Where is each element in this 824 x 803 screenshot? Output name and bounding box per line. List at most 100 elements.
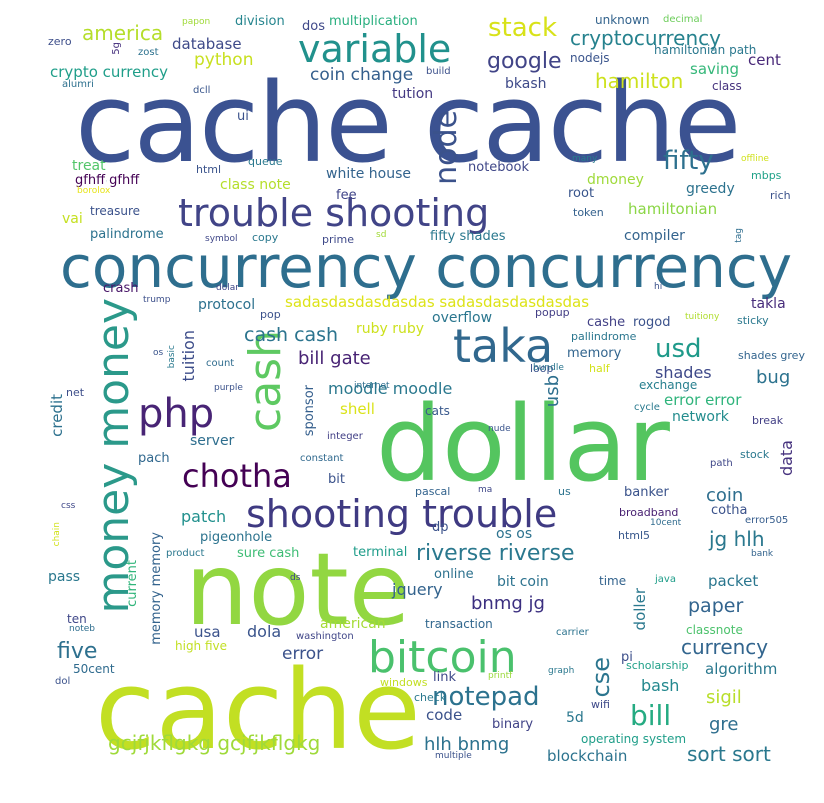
word: offline xyxy=(741,154,769,164)
word: five xyxy=(57,639,98,664)
word: time xyxy=(599,574,627,588)
word: online xyxy=(434,567,474,582)
word: tuitiony xyxy=(685,312,720,322)
word: hamiltonian path xyxy=(654,43,757,57)
word: pi xyxy=(621,650,633,665)
word: usa xyxy=(194,623,221,641)
word: gcjfjkflgkg gcjfjkflgkg xyxy=(108,731,321,755)
word: bank xyxy=(751,549,774,559)
word: rogod xyxy=(633,315,671,330)
word: integer xyxy=(327,431,363,442)
word: code xyxy=(426,706,463,724)
word: link xyxy=(433,670,456,685)
word: credit xyxy=(48,394,66,437)
word: currency xyxy=(681,635,769,659)
word: hlh bnmg xyxy=(424,734,510,755)
word: scholarship xyxy=(626,659,689,672)
word: internet xyxy=(354,381,390,391)
word: compiler xyxy=(624,228,685,244)
word: prime xyxy=(322,233,355,246)
word: multiple xyxy=(435,751,472,761)
word: unknown xyxy=(595,13,650,27)
word: build xyxy=(426,66,451,77)
word: takla xyxy=(751,296,786,312)
word: shades xyxy=(655,363,712,382)
word: ruby ruby xyxy=(356,321,425,337)
word: binary xyxy=(492,717,534,732)
word: ma xyxy=(478,485,493,495)
word: break xyxy=(752,414,784,427)
word: fifty shades xyxy=(430,229,506,244)
word: noteb xyxy=(69,624,95,634)
word: hi xyxy=(654,282,663,292)
word: zero xyxy=(48,35,72,48)
word: chotha xyxy=(182,457,292,495)
word: shell xyxy=(340,400,375,418)
word: america xyxy=(82,21,164,45)
word: dol xyxy=(55,676,71,687)
word: blockchain xyxy=(547,747,628,765)
word: wifi xyxy=(591,698,610,711)
word: stock xyxy=(740,448,770,461)
word: cse xyxy=(587,657,615,698)
word: riverse riverse xyxy=(416,541,575,566)
word: os os xyxy=(496,526,533,542)
word: 5d xyxy=(566,710,584,726)
word: data xyxy=(777,440,796,477)
word: exchange xyxy=(639,378,698,392)
word: nude xyxy=(488,424,511,434)
word: pop xyxy=(260,308,281,321)
word: dolar xyxy=(216,283,239,293)
word: bill gate xyxy=(298,348,371,369)
word: saving xyxy=(690,60,740,78)
word: copy xyxy=(252,231,279,244)
word: check xyxy=(414,691,447,704)
word: bitcoin xyxy=(368,632,517,683)
word: palindrome xyxy=(90,227,164,242)
word: pach xyxy=(138,451,170,466)
word: usd xyxy=(655,334,702,364)
word: error xyxy=(282,644,324,664)
word: cash cash xyxy=(244,324,339,346)
word: decimal xyxy=(663,14,703,25)
word: concurrency concurrency xyxy=(60,233,793,301)
word: css xyxy=(61,501,76,511)
word: trouble shooting xyxy=(178,191,490,235)
word: transaction xyxy=(425,617,493,631)
word: taka xyxy=(453,319,554,373)
word: net xyxy=(66,386,85,399)
word: protocol xyxy=(198,297,256,313)
word: sticky xyxy=(737,314,769,327)
word: pass xyxy=(48,569,81,585)
word: tag xyxy=(734,228,744,243)
word: mbps xyxy=(751,169,782,182)
word: path xyxy=(710,458,733,469)
word: cent xyxy=(748,51,781,69)
word: windows xyxy=(380,676,428,689)
word: sd xyxy=(376,230,387,240)
word: jquery xyxy=(392,580,443,599)
word: popup xyxy=(535,306,570,319)
word: notebook xyxy=(468,160,529,175)
word: bill xyxy=(630,699,672,732)
word: python xyxy=(194,50,254,70)
word: tution xyxy=(392,86,434,102)
word: dollar xyxy=(376,383,670,505)
word: multiplication xyxy=(329,14,418,29)
word: cotha xyxy=(711,503,748,518)
word: ten xyxy=(67,612,87,626)
word: printf xyxy=(488,671,513,681)
word: bit coin xyxy=(497,574,549,590)
word: root xyxy=(568,186,595,201)
word: carrier xyxy=(556,627,589,638)
word: banker xyxy=(624,485,669,500)
word: fifty xyxy=(663,146,714,176)
word: token xyxy=(573,206,604,219)
word: coin change xyxy=(310,65,414,85)
word: fee xyxy=(336,188,357,203)
word: bnmg jg xyxy=(471,593,545,614)
word: pigeonhole xyxy=(200,530,273,545)
word: dp xyxy=(432,520,449,535)
word: pascal xyxy=(415,485,451,498)
